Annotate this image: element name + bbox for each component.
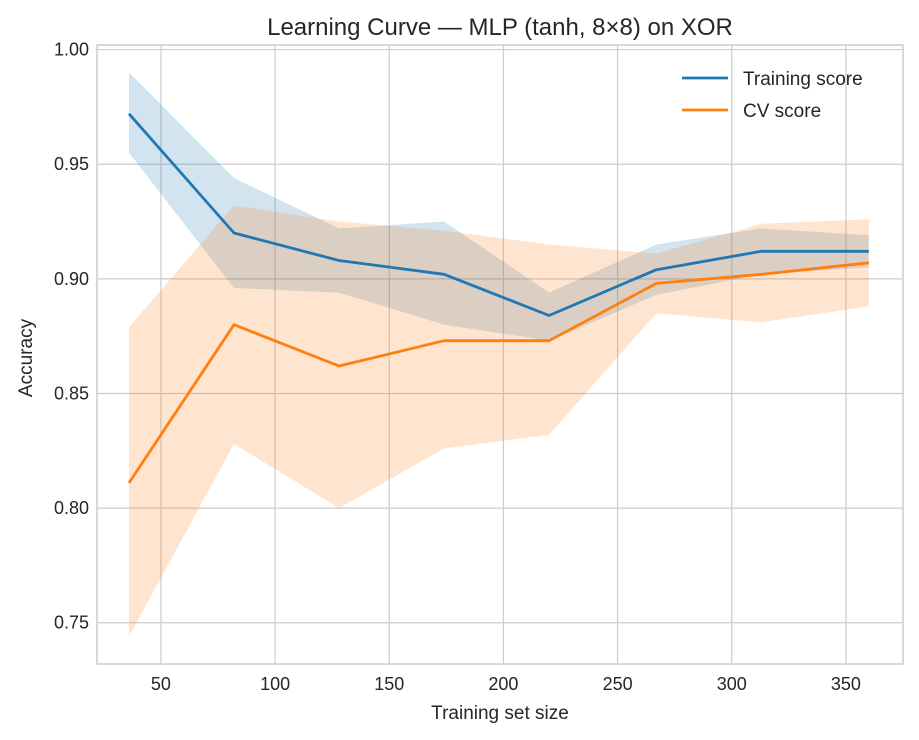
- x-tick-label: 200: [488, 674, 518, 694]
- x-tick-label: 100: [260, 674, 290, 694]
- legend: Training score CV score: [682, 69, 863, 122]
- y-tick-label: 0.80: [54, 498, 89, 518]
- y-tick-label: 0.90: [54, 269, 89, 289]
- legend-label-training-score: Training score: [743, 69, 863, 90]
- chart-title: Learning Curve — MLP (tanh, 8×8) on XOR: [267, 14, 733, 41]
- plot-frame: [96, 44, 904, 665]
- y-axis-ticks: 0.75 0.80 0.85 0.90 0.95 1.00: [54, 40, 89, 633]
- training-score-line: [127, 112, 869, 317]
- x-axis-ticks: 50 100 150 200 250 300 350: [151, 674, 861, 694]
- cv-score-band: [129, 205, 869, 637]
- y-axis-label: Accuracy: [16, 318, 37, 397]
- y-tick-label: 1.00: [54, 40, 89, 60]
- x-axis-label: Training set size: [431, 703, 569, 724]
- y-tick-label: 0.95: [54, 154, 89, 174]
- x-tick-label: 150: [374, 674, 404, 694]
- x-tick-label: 250: [603, 674, 633, 694]
- series-lines: [127, 112, 869, 484]
- y-tick-label: 0.85: [54, 383, 89, 403]
- legend-label-cv-score: CV score: [743, 101, 821, 122]
- confidence-bands: [129, 72, 869, 637]
- y-tick-label: 0.75: [54, 613, 89, 633]
- x-tick-label: 50: [151, 674, 171, 694]
- x-tick-label: 350: [831, 674, 861, 694]
- cv-score-line: [127, 261, 869, 484]
- x-tick-label: 300: [717, 674, 747, 694]
- training-score-band: [129, 72, 869, 341]
